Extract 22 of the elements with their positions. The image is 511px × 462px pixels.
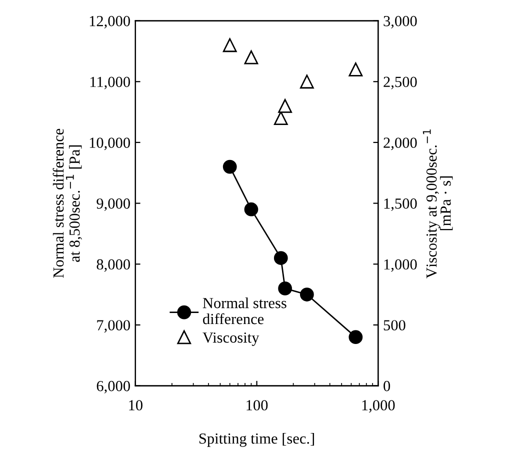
y-tick-label: 8,000 — [96, 259, 130, 272]
x-tick-label: 100 — [246, 400, 268, 410]
legend-label: Viscosity — [202, 332, 260, 346]
y-tick-label: 12,000 — [90, 16, 130, 28]
y2-tick-label: 1,500 — [384, 198, 417, 211]
y2-tick-label: 1,000 — [384, 259, 417, 272]
y2-tick-label: 500 — [384, 320, 406, 330]
y-tick-label: 11,000 — [90, 76, 130, 90]
y2-tick-label: 3,000 — [384, 16, 417, 28]
y-tick-label: 9,000 — [96, 198, 130, 211]
y-axis-title: Normal stress difference at 8,500sec.$^{−1}$ [Pa] — [52, 128, 82, 278]
y2-tick-label: 2,000 — [384, 138, 417, 150]
y-tick-label: 7,000 — [97, 320, 130, 333]
y-tick-label: 6,000 — [96, 380, 130, 394]
legend-label: Normal stress difference — [202, 297, 286, 324]
y2-tick-label: 0 — [384, 380, 390, 392]
x-tick-label: 1,000 — [362, 400, 395, 413]
y-tick-label: 10,000 — [90, 138, 130, 150]
x-tick-label: 10 — [129, 400, 142, 410]
y2-tick-label: 2,500 — [384, 76, 417, 90]
text: Viscosity at 9,000sec.$^{−1}$ [mPa · s] — [422, 130, 453, 278]
x-axis-title: Spitting time [sec.] — [199, 432, 314, 447]
